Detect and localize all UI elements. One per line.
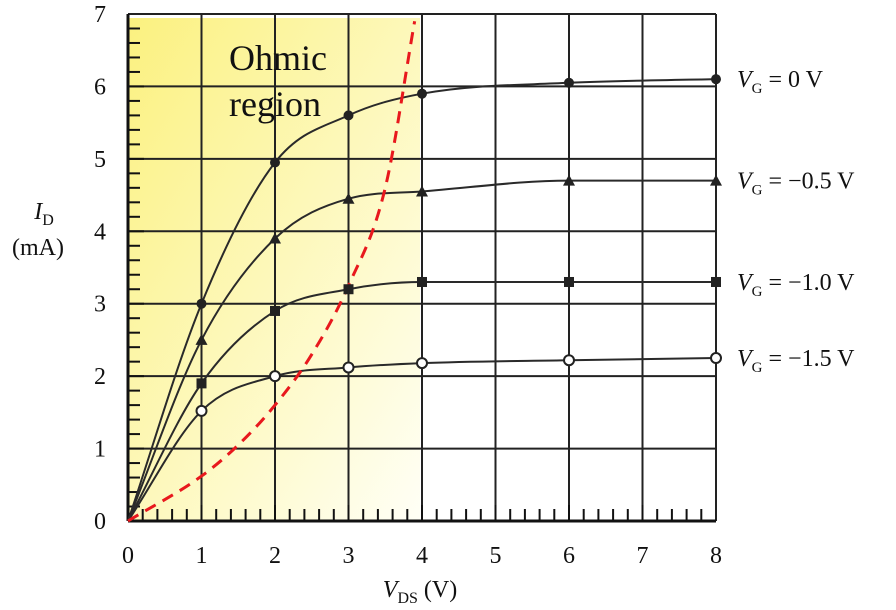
- marker-filled-circle: [343, 110, 354, 121]
- axes: [126, 14, 716, 523]
- x-tick-label: 2: [269, 543, 281, 569]
- y-tick-labels: 0 1 2 3 4 5 6 7: [94, 2, 106, 535]
- marker-open-circle: [710, 352, 722, 365]
- marker-open-circle: [342, 361, 355, 374]
- x-tick-labels: 0 1 2 3 4 5 6 7 8: [122, 543, 722, 569]
- ohmic-boundary-curve: [127, 20, 417, 523]
- x-tick-label: 7: [637, 543, 649, 569]
- ohmic-region-label-line1: Ohmic: [229, 38, 327, 78]
- series-label-0: VG = 0 V: [737, 67, 824, 97]
- marker-open-circle: [563, 354, 575, 367]
- x-tick-label: 5: [490, 543, 502, 569]
- marker-filled-circle: [270, 157, 280, 168]
- marker-open-circle: [416, 357, 428, 370]
- series-label-2: VG = −1.0 V: [737, 270, 855, 300]
- marker-square: [417, 276, 427, 287]
- marker-triangle: [416, 185, 428, 197]
- data-markers: [195, 74, 722, 417]
- marker-triangle: [342, 192, 355, 204]
- marker-square: [270, 305, 280, 316]
- y-axis-unit: (mA): [12, 235, 64, 261]
- y-tick-label: 1: [94, 437, 106, 463]
- marker-square: [564, 276, 574, 287]
- marker-square: [196, 378, 207, 389]
- y-tick-label: 5: [94, 147, 106, 173]
- x-tick-label: 0: [122, 543, 134, 569]
- marker-filled-circle: [417, 88, 427, 99]
- marker-triangle: [710, 174, 722, 186]
- marker-square: [343, 284, 354, 295]
- ohmic-region-label-line2: region: [229, 84, 321, 124]
- x-tick-label: 3: [343, 543, 355, 569]
- marker-triangle: [563, 174, 575, 186]
- y-tick-label: 4: [94, 219, 106, 245]
- marker-triangle: [269, 232, 281, 244]
- marker-filled-circle: [196, 298, 207, 309]
- x-tick-label: 6: [563, 543, 575, 569]
- grid: [128, 13, 717, 521]
- y-tick-label: 7: [94, 2, 106, 28]
- y-tick-label: 3: [94, 292, 106, 318]
- marker-filled-circle: [711, 74, 721, 85]
- y-tick-label: 0: [94, 509, 106, 535]
- y-tick-label: 2: [94, 364, 106, 390]
- marker-open-circle: [195, 404, 208, 417]
- y-axis-title: ID: [33, 199, 54, 229]
- marker-square: [711, 276, 721, 287]
- x-tick-label: 8: [710, 543, 722, 569]
- ohmic-boundary: [127, 20, 417, 523]
- series-labels: VG = 0 V VG = −0.5 V VG = −1.0 V VG = −1.5 …: [737, 67, 855, 376]
- marker-filled-circle: [564, 77, 574, 88]
- series-label-3: VG = −1.5 V: [737, 346, 855, 376]
- x-tick-label: 1: [196, 543, 208, 569]
- marker-triangle: [195, 333, 208, 345]
- y-tick-label: 6: [94, 74, 106, 100]
- marker-open-circle: [269, 370, 281, 383]
- x-axis-title: VDS (V): [383, 577, 457, 607]
- x-tick-label: 4: [416, 543, 428, 569]
- axis-ticks: [128, 27, 703, 521]
- series-label-1: VG = −0.5 V: [737, 169, 855, 199]
